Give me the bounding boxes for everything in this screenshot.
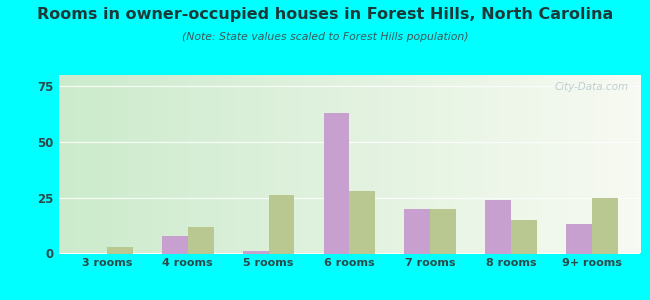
Bar (188, 227, 214, 254)
Bar (107, 247, 133, 253)
Bar (485, 200, 511, 254)
Bar (430, 209, 456, 254)
Bar (242, 251, 268, 253)
Bar (268, 196, 294, 253)
Text: Rooms in owner-occupied houses in Forest Hills, North Carolina: Rooms in owner-occupied houses in Forest… (37, 8, 613, 22)
Bar (511, 220, 537, 254)
Bar (592, 198, 618, 254)
Bar (404, 209, 430, 254)
Text: City-Data.com: City-Data.com (554, 82, 629, 92)
Bar (566, 224, 592, 254)
Bar (324, 113, 349, 254)
Bar (350, 191, 375, 254)
Text: (Note: State values scaled to Forest Hills population): (Note: State values scaled to Forest Hil… (182, 32, 468, 41)
Bar (162, 236, 188, 254)
